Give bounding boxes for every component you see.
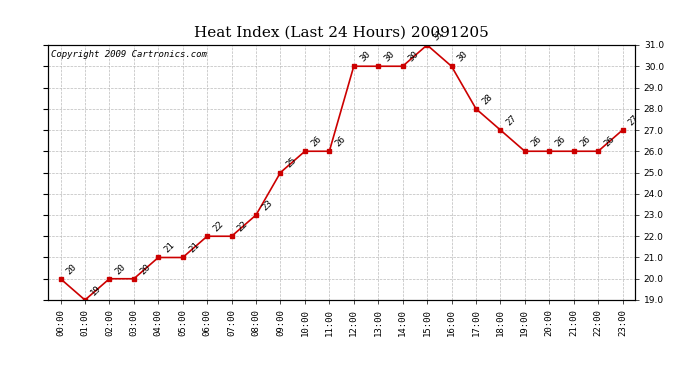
Text: 30: 30 [358, 50, 372, 63]
Text: 26: 26 [578, 135, 592, 148]
Text: 21: 21 [162, 241, 177, 255]
Text: 30: 30 [382, 50, 396, 63]
Text: 19: 19 [89, 283, 103, 297]
Text: 26: 26 [602, 135, 616, 148]
Title: Heat Index (Last 24 Hours) 20091205: Heat Index (Last 24 Hours) 20091205 [194, 26, 489, 40]
Text: 26: 26 [529, 135, 543, 148]
Text: 27: 27 [627, 113, 641, 127]
Text: 28: 28 [480, 92, 494, 106]
Text: 22: 22 [236, 219, 250, 234]
Text: 30: 30 [455, 50, 470, 63]
Text: 20: 20 [65, 262, 79, 276]
Text: 26: 26 [309, 135, 323, 148]
Text: 26: 26 [553, 135, 567, 148]
Text: 20: 20 [114, 262, 128, 276]
Text: 23: 23 [260, 198, 274, 212]
Text: 22: 22 [211, 219, 225, 234]
Text: Copyright 2009 Cartronics.com: Copyright 2009 Cartronics.com [51, 50, 207, 59]
Text: 31: 31 [431, 28, 445, 42]
Text: 26: 26 [333, 135, 348, 148]
Text: 25: 25 [284, 156, 299, 170]
Text: 27: 27 [504, 113, 518, 127]
Text: 20: 20 [138, 262, 152, 276]
Text: 21: 21 [187, 241, 201, 255]
Text: 30: 30 [407, 50, 421, 63]
